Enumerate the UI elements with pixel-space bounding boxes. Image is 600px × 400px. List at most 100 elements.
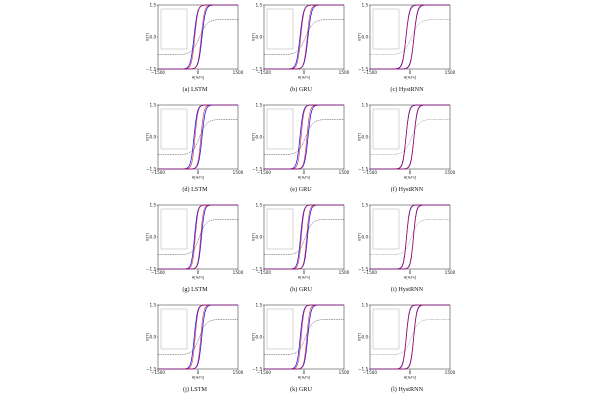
xtick-label-c: 0 (409, 70, 412, 75)
xtick-label-b: 0 (303, 70, 306, 75)
figure-page: −1500 0 1500 1.5 0.0 −1.5 H[A/m] B[T] (a) LSTM … (142, 0, 460, 400)
panel-c: −1500 0 1500 1.5 0.0 −1.5 H[A/m] B[T] (c) HystR… (354, 0, 460, 100)
ytick-label-d: −1.5 (146, 166, 157, 171)
yaxis-label-k: B[T] (252, 333, 256, 341)
ytick-label-g: −1.5 (146, 266, 157, 271)
minor-loop-b (264, 19, 344, 55)
panel-i: −1500 0 1500 1.5 0.0 −1.5 H[A/m] B[T] (i) HystR… (354, 200, 460, 300)
xtick-label-j: 0 (197, 370, 200, 375)
prediction-loop-b (264, 4, 344, 70)
xtick-label-d: −1500 (151, 170, 166, 175)
ytick-label-h: 0.0 (256, 234, 263, 239)
xtick-label-j: −1500 (151, 370, 166, 375)
minor-loop-h (264, 219, 344, 255)
minor-loop-a (158, 19, 238, 55)
ytick-label-g: 1.5 (150, 202, 157, 207)
xtick-label-d: 1500 (233, 170, 244, 175)
xtick-label-l: 0 (409, 370, 412, 375)
xaxis-label-l: H[A/m] (404, 376, 417, 380)
ytick-label-i: 0.0 (362, 234, 369, 239)
ytick-label-a: −1.5 (146, 66, 157, 71)
prediction-loop-k (264, 304, 344, 370)
caption-j: (j) LSTM (183, 386, 207, 393)
ytick-label-k: −1.5 (252, 366, 263, 371)
caption-d: (d) LSTM (182, 186, 208, 193)
prediction-loop-e (264, 104, 344, 170)
xtick-label-k: 0 (303, 370, 306, 375)
xtick-label-c: −1500 (363, 70, 378, 75)
plot-i: −1500 0 1500 1.5 0.0 −1.5 H[A/m] B[T] (358, 202, 456, 280)
prediction-loop-j (158, 304, 238, 370)
prediction-loop-f (370, 104, 450, 170)
xtick-label-d: 0 (197, 170, 200, 175)
xtick-label-h: 0 (303, 270, 306, 275)
ytick-label-e: −1.5 (252, 166, 263, 171)
xtick-label-f: 1500 (445, 170, 456, 175)
xaxis-label-j: H[A/m] (192, 376, 205, 380)
caption-f: (f) HystRNN (390, 186, 424, 193)
xtick-label-l: −1500 (363, 370, 378, 375)
yaxis-label-l: B[T] (358, 333, 362, 341)
ytick-label-h: −1.5 (252, 266, 263, 271)
xtick-label-g: 1500 (233, 270, 244, 275)
plot-c: −1500 0 1500 1.5 0.0 −1.5 H[A/m] B[T] (358, 2, 456, 79)
inset-box-g (160, 208, 188, 250)
ytick-label-h: 1.5 (256, 202, 263, 207)
xtick-label-a: 0 (197, 70, 200, 75)
xaxis-label-a: H[A/m] (192, 76, 205, 80)
panel-h: −1500 0 1500 1.5 0.0 −1.5 H[A/m] B[T] (h) GRU (248, 200, 354, 300)
yaxis-label-g: B[T] (146, 233, 150, 241)
ytick-label-e: 0.0 (256, 134, 263, 139)
plot-g: −1500 0 1500 1.5 0.0 −1.5 H[A/m] B[T] (146, 202, 244, 280)
xaxis-label-i: H[A/m] (404, 276, 417, 280)
ytick-label-j: −1.5 (146, 366, 157, 371)
xtick-label-e: 1500 (339, 170, 350, 175)
xtick-label-e: 0 (303, 170, 306, 175)
inset-box-b (266, 8, 294, 50)
plot-e: −1500 0 1500 1.5 0.0 −1.5 H[A/m] B[T] (252, 102, 350, 179)
panel-b: −1500 0 1500 1.5 0.0 −1.5 H[A/m] B[T] (b) GRU (248, 0, 354, 100)
inset-box-l (372, 308, 400, 350)
xaxis-label-g: H[A/m] (192, 276, 205, 280)
minor-loop-k (264, 319, 344, 355)
ytick-label-c: 1.5 (362, 2, 369, 7)
yaxis-label-f: B[T] (358, 133, 362, 141)
ytick-label-c: −1.5 (358, 66, 369, 71)
xtick-label-e: −1500 (257, 170, 272, 175)
inset-box-c (372, 8, 400, 50)
minor-loop-c (370, 19, 450, 55)
ytick-label-a: 1.5 (150, 2, 157, 7)
minor-loop-j (158, 319, 238, 355)
ytick-label-d: 0.0 (150, 134, 157, 139)
yaxis-label-b: B[T] (252, 33, 256, 41)
yaxis-label-i: B[T] (358, 233, 362, 241)
minor-loop-e (264, 119, 344, 155)
ytick-label-b: −1.5 (252, 66, 263, 71)
ytick-label-a: 0.0 (150, 34, 157, 39)
plot-l: −1500 0 1500 1.5 0.0 −1.5 H[A/m] B[T] (358, 302, 456, 380)
plot-b: −1500 0 1500 1.5 0.0 −1.5 H[A/m] B[T] (252, 2, 350, 80)
panel-k: −1500 0 1500 1.5 0.0 −1.5 H[A/m] B[T] (k) GRU (248, 300, 354, 400)
caption-g: (g) LSTM (182, 286, 208, 293)
plot-j: −1500 0 1500 1.5 0.0 −1.5 H[A/m] B[T] (146, 302, 244, 380)
yaxis-label-c: B[T] (358, 33, 362, 41)
caption-k: (k) GRU (290, 386, 312, 393)
inset-box-a (160, 8, 188, 50)
ytick-label-d: 1.5 (150, 102, 157, 107)
caption-b: (b) GRU (290, 86, 312, 93)
caption-a: (a) LSTM (182, 86, 208, 93)
ytick-label-e: 1.5 (256, 102, 263, 107)
ytick-label-k: 1.5 (256, 302, 263, 307)
inset-box-j (160, 308, 188, 350)
panel-l: −1500 0 1500 1.5 0.0 −1.5 H[A/m] B[T] (l) HystR… (354, 300, 460, 400)
xtick-label-k: 1500 (339, 370, 350, 375)
minor-loop-f (370, 119, 450, 155)
xtick-label-l: 1500 (445, 370, 456, 375)
xtick-label-f: −1500 (363, 170, 378, 175)
inset-box-d (160, 108, 188, 150)
yaxis-label-j: B[T] (146, 333, 150, 341)
panel-d: −1500 0 1500 1.5 0.0 −1.5 H[A/m] B[T] (d) LSTM (142, 100, 248, 200)
xtick-label-i: 1500 (445, 270, 456, 275)
ytick-label-g: 0.0 (150, 234, 157, 239)
xaxis-label-b: H[A/m] (298, 76, 311, 80)
